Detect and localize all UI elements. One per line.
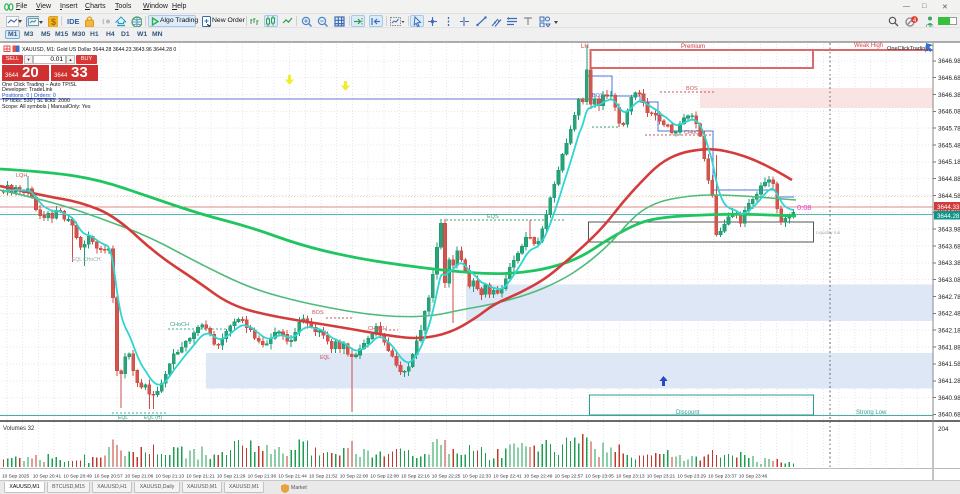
svg-text:3643.08: 3643.08 xyxy=(938,277,960,284)
svg-text:Liquidity run: Liquidity run xyxy=(816,230,841,235)
svg-text:10 Sep 22:41: 10 Sep 22:41 xyxy=(493,474,522,480)
svg-text:10 Sep 22:25: 10 Sep 22:25 xyxy=(432,474,461,480)
svg-text:3643.98: 3643.98 xyxy=(938,227,960,234)
svg-text:10 Sep 22:33: 10 Sep 22:33 xyxy=(463,474,492,480)
svg-text:3644.28: 3644.28 xyxy=(937,213,960,220)
svg-text:3644.88: 3644.88 xyxy=(938,176,960,183)
svg-text:3641.88: 3641.88 xyxy=(938,344,960,351)
svg-text:EQL: EQL xyxy=(320,355,330,361)
svg-text:3643.68: 3643.68 xyxy=(938,243,960,250)
svg-text:Weak High: Weak High xyxy=(854,43,883,49)
svg-text:Discount: Discount xyxy=(676,410,700,416)
svg-text:EQL CHoCH: EQL CHoCH xyxy=(72,257,101,263)
svg-text:10 Sep 21:06: 10 Sep 21:06 xyxy=(125,474,154,480)
svg-text:Strong Low: Strong Low xyxy=(856,410,887,416)
svg-text:10 Sep 22:08: 10 Sep 22:08 xyxy=(370,474,399,480)
svg-text:10 Sep 21:21: 10 Sep 21:21 xyxy=(186,474,215,480)
svg-text:10 Sep 22:00: 10 Sep 22:00 xyxy=(340,474,369,480)
svg-text:10 Sep 21:44: 10 Sep 21:44 xyxy=(278,474,307,480)
svg-text:10 Sep 21:52: 10 Sep 21:52 xyxy=(309,474,338,480)
svg-text:3641.58: 3641.58 xyxy=(938,361,960,368)
svg-text:10 Sep 23:21: 10 Sep 23:21 xyxy=(647,474,676,480)
svg-text:LVL: LVL xyxy=(926,23,934,28)
svg-text:3646.38: 3646.38 xyxy=(938,92,960,99)
svg-text:3642.18: 3642.18 xyxy=(938,328,960,335)
svg-text:3640.98: 3640.98 xyxy=(938,395,960,402)
svg-text:3645.48: 3645.48 xyxy=(938,142,960,149)
svg-text:0:08: 0:08 xyxy=(797,203,812,212)
svg-text:EQL: EQL xyxy=(118,415,128,421)
svg-text:$: $ xyxy=(51,17,56,27)
svg-text:10 Sep 23:05: 10 Sep 23:05 xyxy=(585,474,614,480)
svg-text:3646.08: 3646.08 xyxy=(938,109,960,116)
svg-text:10 Sep 2025: 10 Sep 2025 xyxy=(2,474,30,480)
svg-text:10 Sep 20:49: 10 Sep 20:49 xyxy=(63,474,92,480)
svg-text:3640.68: 3640.68 xyxy=(938,412,960,419)
svg-text:3646.68: 3646.68 xyxy=(938,75,960,82)
svg-text:10 Sep 23:13: 10 Sep 23:13 xyxy=(616,474,645,480)
svg-text:3644.58: 3644.58 xyxy=(938,193,960,200)
svg-text:3644.33: 3644.33 xyxy=(937,204,960,211)
svg-text:10 Sep 21:29: 10 Sep 21:29 xyxy=(217,474,246,480)
svg-text:3645.78: 3645.78 xyxy=(938,125,960,132)
svg-text:Premium: Premium xyxy=(681,44,705,50)
svg-text:OneClickTrading: OneClickTrading xyxy=(887,46,928,52)
svg-text:CHoCH: CHoCH xyxy=(170,322,189,328)
svg-text:10 Sep 20:41: 10 Sep 20:41 xyxy=(33,474,62,480)
svg-text:3642.48: 3642.48 xyxy=(938,311,960,318)
svg-text:10 Sep 22:57: 10 Sep 22:57 xyxy=(555,474,584,480)
svg-text:204: 204 xyxy=(938,426,949,433)
svg-text:CHoCH: CHoCH xyxy=(368,326,387,332)
svg-text:3642.78: 3642.78 xyxy=(938,294,960,301)
svg-text:EQL (H): EQL (H) xyxy=(144,415,162,421)
svg-text:10 Sep 21:13: 10 Sep 21:13 xyxy=(156,474,185,480)
svg-text:BOS: BOS xyxy=(686,86,698,92)
svg-text:10 Sep 22:49: 10 Sep 22:49 xyxy=(524,474,553,480)
svg-text:10 Sep 23:29: 10 Sep 23:29 xyxy=(677,474,706,480)
svg-text:10 Sep 23:37: 10 Sep 23:37 xyxy=(708,474,737,480)
svg-text:EQS: EQS xyxy=(487,214,499,220)
svg-text:LH: LH xyxy=(581,44,589,50)
svg-text:4: 4 xyxy=(913,17,917,23)
svg-text:LQH: LQH xyxy=(16,173,27,179)
svg-text:10 Sep 20:57: 10 Sep 20:57 xyxy=(94,474,123,480)
svg-text:10 Sep 21:36: 10 Sep 21:36 xyxy=(248,474,277,480)
svg-text:CHoCH: CHoCH xyxy=(684,130,703,136)
svg-text:10 Sep 22:16: 10 Sep 22:16 xyxy=(401,474,430,480)
svg-text:3645.18: 3645.18 xyxy=(938,159,960,166)
svg-text:3641.28: 3641.28 xyxy=(938,378,960,385)
svg-text:BOS: BOS xyxy=(592,93,604,99)
svg-text:3643.38: 3643.38 xyxy=(938,260,960,267)
svg-text:BOS: BOS xyxy=(312,310,324,316)
svg-text:10 Sep 23:46: 10 Sep 23:46 xyxy=(739,474,768,480)
svg-text:Volumes 32: Volumes 32 xyxy=(3,426,35,432)
svg-text:XAUUSD, M1: Gold US Dollar: XAUUSD, M1: Gold US Dollar 3644.28 3644.… xyxy=(22,47,176,53)
svg-text:3646.98: 3646.98 xyxy=(938,58,960,65)
